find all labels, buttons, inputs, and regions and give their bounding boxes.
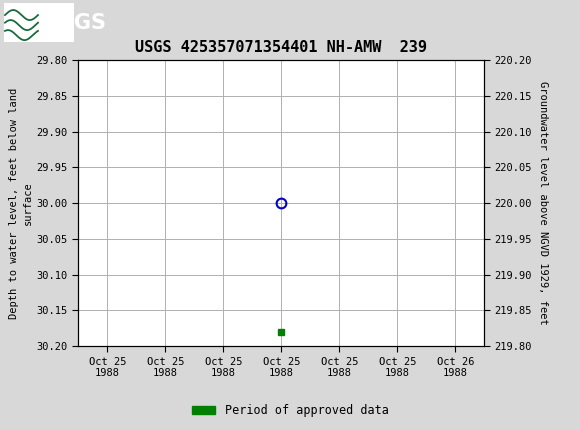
Title: USGS 425357071354401 NH-AMW  239: USGS 425357071354401 NH-AMW 239 — [135, 40, 427, 55]
Bar — [4, 3, 74, 42]
Y-axis label: Depth to water level, feet below land
surface: Depth to water level, feet below land su… — [9, 88, 32, 319]
Legend: Period of approved data: Period of approved data — [187, 399, 393, 422]
Text: USGS: USGS — [42, 13, 106, 33]
Y-axis label: Groundwater level above NGVD 1929, feet: Groundwater level above NGVD 1929, feet — [538, 81, 548, 325]
